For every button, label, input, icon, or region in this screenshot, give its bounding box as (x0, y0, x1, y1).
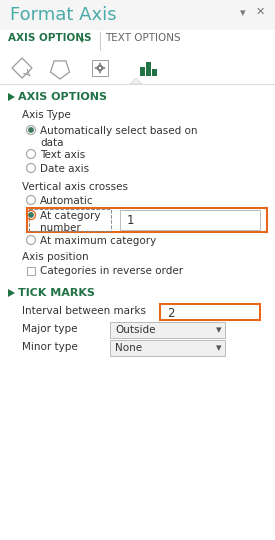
Bar (120, 210, 260, 230)
Bar (140, 67, 145, 76)
Text: Major type: Major type (22, 324, 78, 334)
Text: Automatically select based on
data: Automatically select based on data (40, 126, 197, 147)
Text: Axis position: Axis position (22, 252, 89, 262)
Text: AXIS OPTIONS: AXIS OPTIONS (18, 92, 107, 102)
Text: 1: 1 (127, 214, 134, 227)
Text: ▾: ▾ (240, 8, 246, 18)
Bar (27, 267, 35, 275)
Text: Interval between marks: Interval between marks (22, 306, 146, 316)
Text: AXIS OPTIONS: AXIS OPTIONS (8, 33, 92, 43)
Circle shape (29, 213, 33, 217)
Circle shape (29, 128, 33, 132)
Text: Date axis: Date axis (40, 164, 89, 174)
Text: ▾: ▾ (80, 35, 84, 44)
Text: Text axis: Text axis (40, 150, 85, 160)
Text: ✕: ✕ (256, 7, 265, 17)
Text: ▾: ▾ (216, 343, 222, 353)
Text: Format Axis: Format Axis (10, 6, 117, 24)
Text: Automatic: Automatic (40, 196, 94, 206)
Bar (110, 340, 225, 356)
Bar (92, 60, 108, 76)
Text: ▾: ▾ (216, 325, 222, 335)
Text: None: None (115, 343, 142, 353)
Bar (146, 62, 151, 76)
Polygon shape (130, 78, 142, 84)
Bar (152, 69, 157, 76)
Text: Minor type: Minor type (22, 342, 78, 352)
Polygon shape (8, 93, 15, 101)
Bar (27, 208, 267, 232)
Text: TICK MARKS: TICK MARKS (18, 288, 95, 298)
Bar (160, 304, 260, 320)
Text: 2: 2 (167, 307, 175, 320)
Bar (0, 0, 275, 30)
Text: At maximum category: At maximum category (40, 236, 156, 246)
Polygon shape (8, 289, 15, 297)
Text: TEXT OPTIONS: TEXT OPTIONS (105, 33, 181, 43)
Bar (0, 30, 275, 52)
Text: Vertical axis crosses: Vertical axis crosses (22, 182, 128, 192)
Bar (110, 322, 225, 338)
Text: At category
number: At category number (40, 211, 100, 233)
Bar (0, 52, 275, 84)
Text: Categories in reverse order: Categories in reverse order (40, 266, 183, 276)
Text: Axis Type: Axis Type (22, 110, 71, 120)
Text: Outside: Outside (115, 325, 155, 335)
